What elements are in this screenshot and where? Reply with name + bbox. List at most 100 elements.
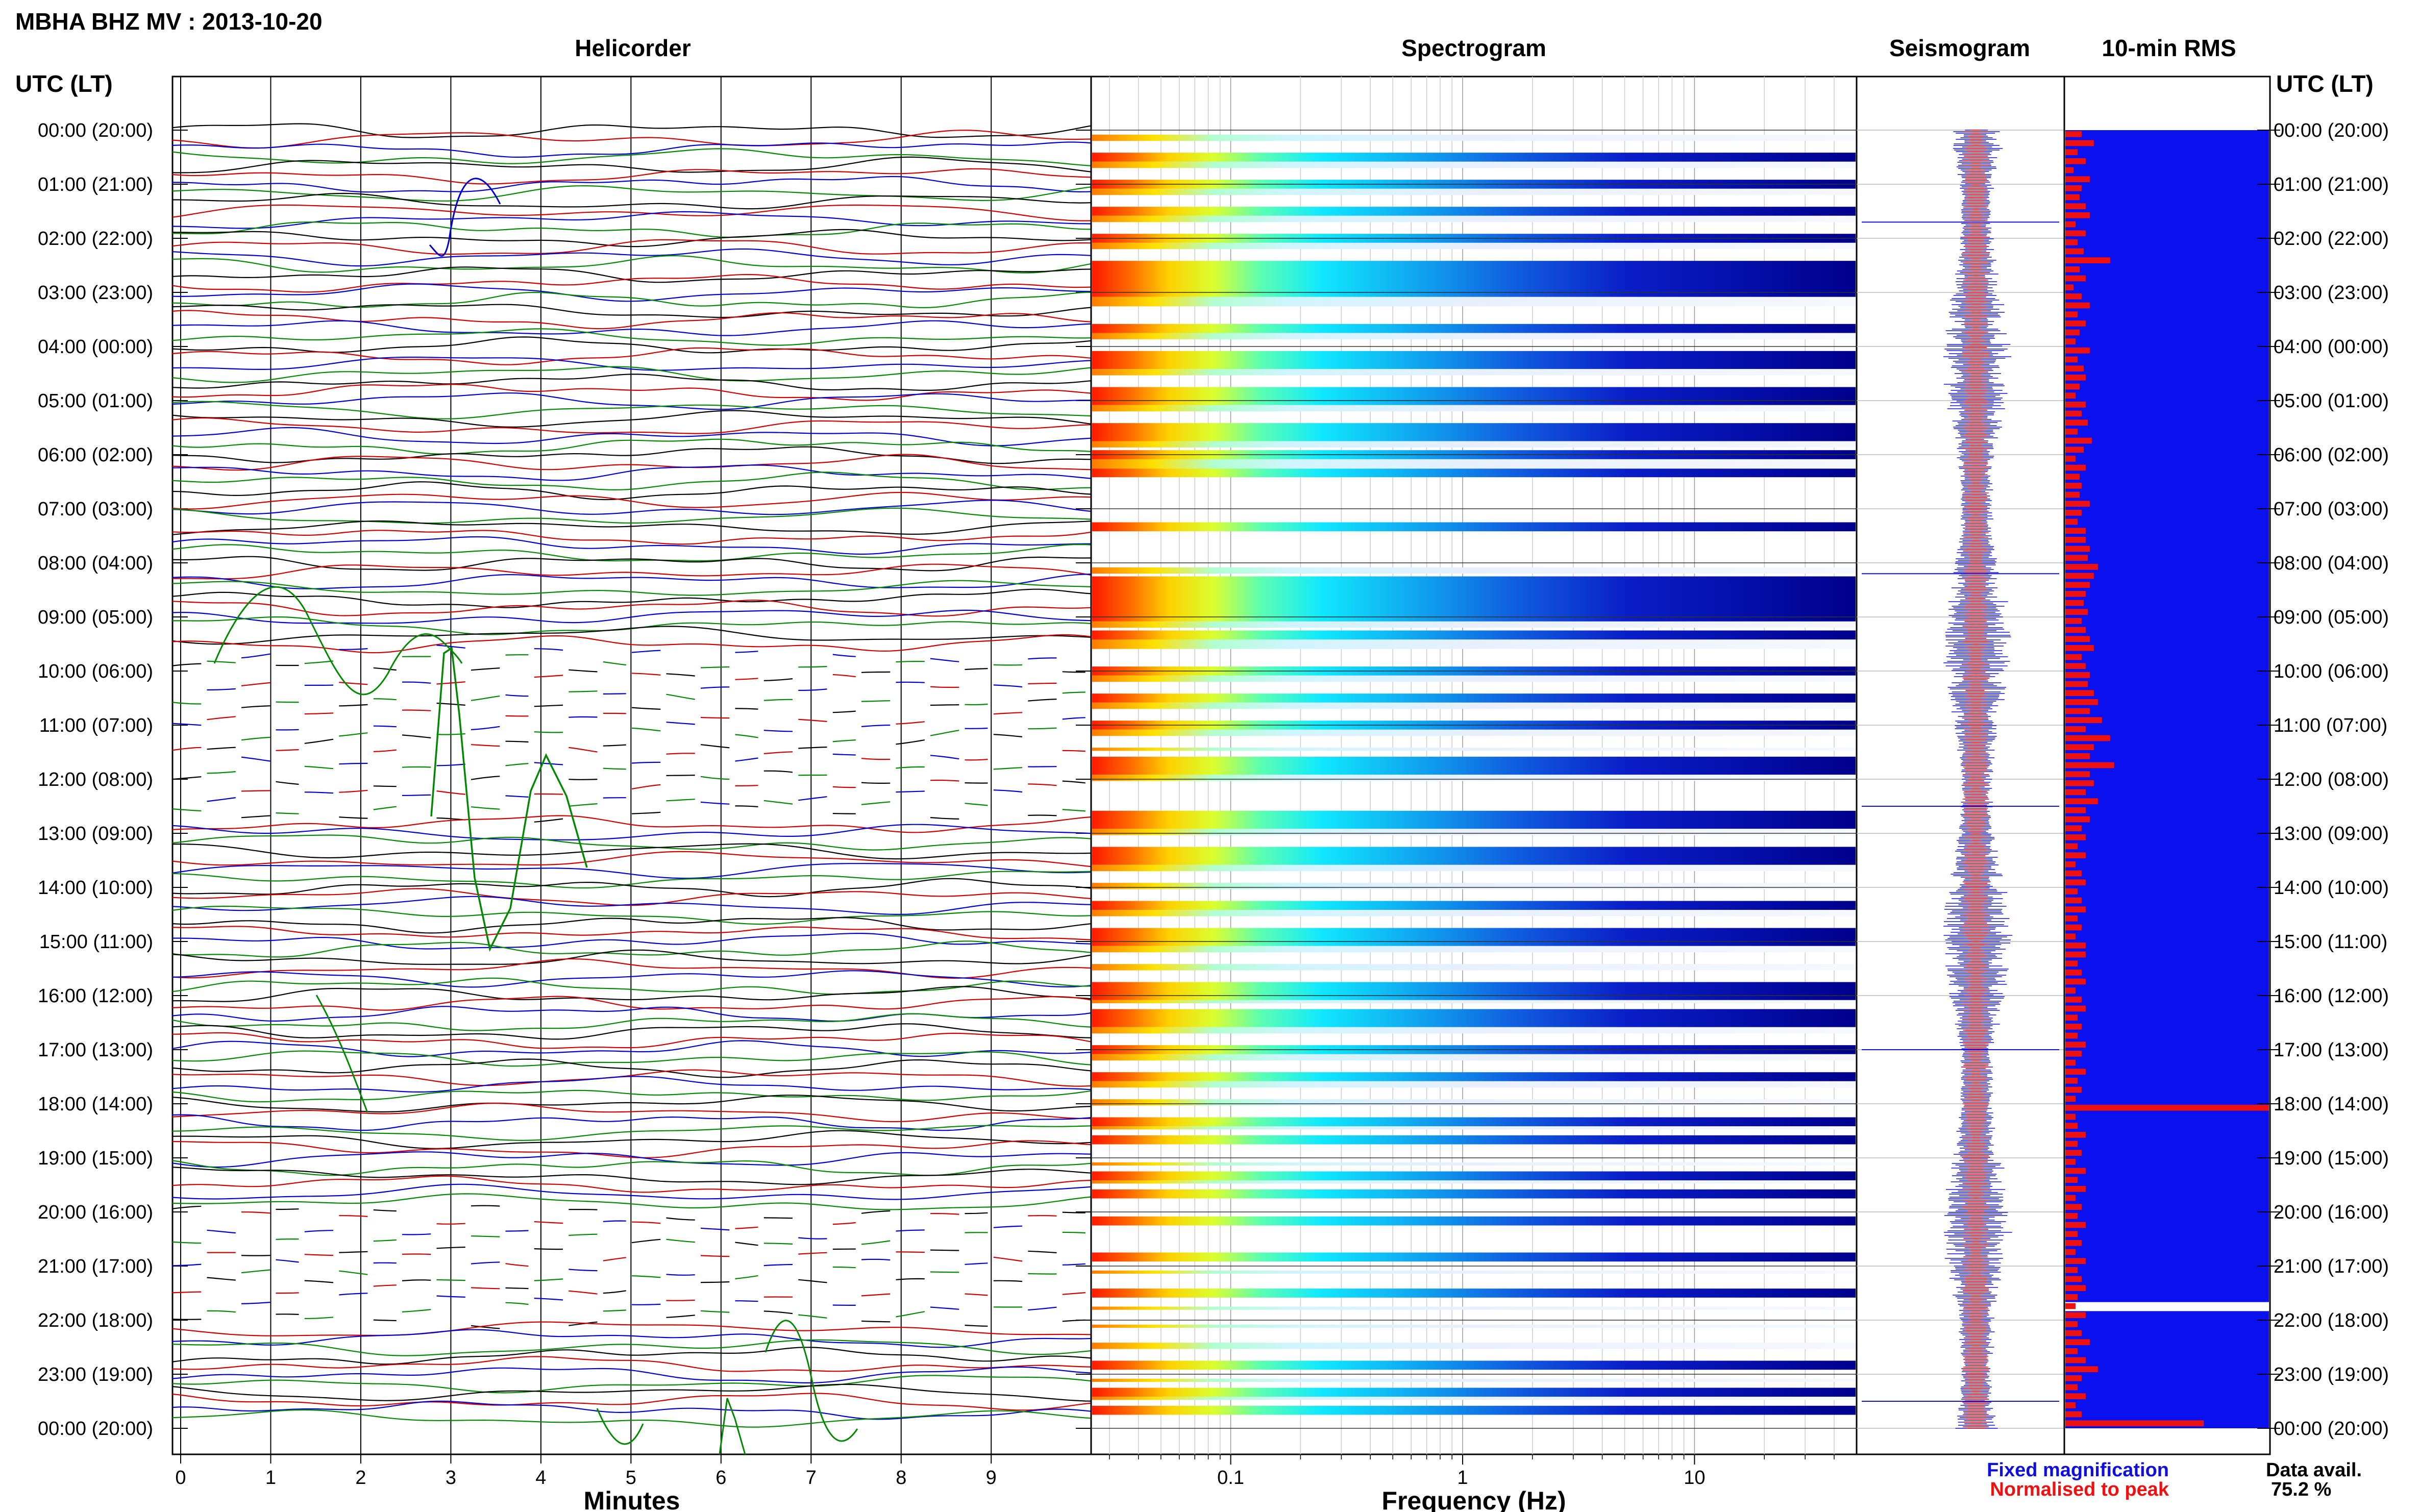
rms-bar — [2065, 275, 2086, 282]
helicorder-trace — [172, 366, 1092, 383]
helicorder-trace — [172, 401, 1092, 419]
hour-label-right: 18:00 (14:00) — [2274, 1094, 2389, 1115]
helicorder-trace — [172, 1151, 1092, 1168]
hour-label-right: 09:00 (05:00) — [2274, 607, 2389, 628]
spectrogram-band — [1092, 1324, 1856, 1328]
spectrogram-band — [1092, 810, 1856, 829]
helicorder-trace — [172, 1140, 1092, 1158]
helicorder-trace — [172, 239, 1092, 255]
rms-bar — [2065, 1123, 2078, 1129]
rms-bar — [2065, 960, 2078, 966]
rms-bar — [2065, 555, 2088, 561]
rms-bar — [2065, 978, 2086, 985]
rms-bar — [2065, 1285, 2086, 1291]
hour-label-right: 01:00 (21:00) — [2274, 174, 2389, 195]
spectrogram-band — [1092, 864, 1856, 872]
helicorder-event-trace — [596, 1320, 858, 1455]
helicorder-trace — [172, 556, 1092, 572]
spectrogram-band — [1092, 1397, 1856, 1400]
rms-bar — [2065, 870, 2082, 877]
rms-bar — [2065, 320, 2086, 327]
rms-bar — [2065, 491, 2080, 498]
helicorder-trace — [172, 1040, 1092, 1057]
helicorder-trace — [172, 716, 1085, 732]
spectrogram-band — [1092, 441, 1856, 448]
helicorder-trace — [172, 204, 1092, 221]
helicorder-trace — [172, 427, 1092, 447]
spectrogram-band — [1092, 1405, 1856, 1415]
spectrogram-band — [1092, 775, 1856, 781]
rms-bar — [2065, 329, 2080, 336]
rms-bar — [2065, 356, 2078, 363]
rms-bar — [2065, 798, 2098, 804]
helicorder-trace — [172, 1167, 1092, 1185]
spectrogram-band — [1092, 188, 1856, 195]
spectrogram-band — [1092, 982, 1856, 1000]
spectrogram-band — [1092, 134, 1856, 141]
spectrogram-band — [1092, 1126, 1856, 1130]
rms-bar — [2065, 582, 2090, 588]
spectrogram-band — [1092, 702, 1856, 709]
helicorder-trace — [172, 744, 1085, 761]
rms-bar — [2065, 510, 2082, 516]
rms-bar — [2065, 1258, 2086, 1264]
helicorder-trace — [172, 1114, 1092, 1131]
rms-bar — [2065, 176, 2090, 182]
rms-bar — [2065, 1339, 2090, 1345]
rms-bar — [2065, 816, 2090, 823]
rms-bar — [2065, 131, 2082, 137]
spectrogram-band — [1092, 567, 1856, 574]
minute-tick-label: 3 — [446, 1467, 456, 1489]
spectrogram-panel — [1090, 76, 1858, 1455]
data-avail-value: 75.2 % — [2271, 1479, 2331, 1500]
rms-bar — [2065, 1312, 2086, 1318]
hour-label-left: 02:00 (22:00) — [38, 228, 153, 250]
spectrogram-band — [1092, 1387, 1856, 1397]
spectrogram-band — [1092, 1000, 1856, 1004]
rms-bar — [2065, 663, 2086, 669]
seismogram-panel — [1856, 76, 2065, 1455]
spectrogram-band — [1092, 756, 1856, 775]
helicorder-trace — [172, 464, 1092, 481]
helicorder-trace — [172, 896, 1092, 915]
rms-bar — [2065, 410, 2082, 417]
rms-bar — [2065, 834, 2086, 840]
rms-bar — [2065, 1150, 2082, 1156]
rms-bar — [2065, 726, 2086, 732]
rms-bar — [2065, 392, 2076, 399]
spectrogram-band — [1092, 242, 1856, 250]
utc-label-left: UTC (LT) — [15, 70, 113, 97]
helicorder-trace — [172, 221, 1091, 238]
helicorder-xlabel: Minutes — [584, 1486, 680, 1512]
hour-label-right: 02:00 (22:00) — [2274, 228, 2389, 250]
rms-bar — [2065, 518, 2078, 525]
rms-bar — [2065, 690, 2094, 696]
rms-bar — [2065, 528, 2086, 534]
seismogram-title: Seismogram — [1889, 35, 2030, 61]
spectrogram-band — [1092, 639, 1856, 649]
rms-bar — [2065, 852, 2086, 858]
helicorder-trace — [172, 799, 1085, 814]
helicorder-trace — [172, 815, 1092, 833]
rms-bar — [2065, 627, 2086, 633]
hour-label-left: 12:00 (08:00) — [38, 769, 153, 790]
hour-label-left: 22:00 (18:00) — [38, 1310, 153, 1331]
minute-tick-label: 2 — [355, 1467, 366, 1489]
hour-label-left: 23:00 (19:00) — [38, 1364, 153, 1385]
helicorder-trace — [172, 843, 1092, 860]
helicorder-x-ticks: 0 1 2 3 4 5 6 7 8 9 — [175, 1454, 997, 1489]
rms-bar — [2065, 997, 2082, 1003]
rms-bar — [2065, 1051, 2082, 1057]
rms-bar — [2065, 654, 2082, 660]
rms-bar — [2065, 699, 2098, 705]
helicorder-trace — [241, 753, 1057, 767]
rms-bar — [2065, 1321, 2078, 1327]
helicorder-trace — [172, 530, 1092, 545]
frequency-tick-label: 10 — [1684, 1467, 1705, 1489]
rms-gap — [2065, 1302, 2269, 1311]
rms-bar — [2065, 943, 2086, 949]
helicorder-trace — [241, 805, 1057, 823]
spectrogram-title: Spectrogram — [1401, 35, 1546, 61]
hour-labels-right: 00:00 (20:00) 01:00 (21:00) 02:00 (22:00) 0… — [2274, 120, 2389, 1440]
